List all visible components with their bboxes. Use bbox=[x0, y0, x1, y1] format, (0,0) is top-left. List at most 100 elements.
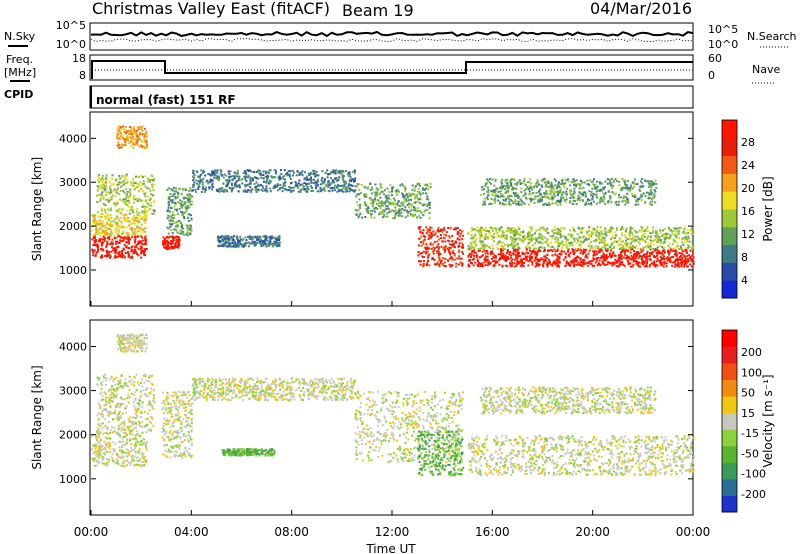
power-scatter-point bbox=[480, 262, 483, 265]
power-scatter-point bbox=[209, 186, 212, 189]
power-scatter-point bbox=[209, 179, 212, 182]
power-scatter-point bbox=[377, 188, 380, 191]
power-scatter-point bbox=[347, 174, 350, 177]
power-scatter-point bbox=[152, 189, 155, 192]
power-scatter-point bbox=[467, 263, 470, 266]
power-scatter-point bbox=[358, 214, 361, 217]
power-scatter-point bbox=[175, 238, 178, 241]
power-scatter-point bbox=[131, 138, 134, 141]
power-scatter-point bbox=[593, 239, 596, 242]
power-scatter-point bbox=[538, 233, 541, 236]
power-scatter-point bbox=[559, 233, 562, 236]
power-scatter-point bbox=[565, 252, 567, 255]
power-scatter-point bbox=[133, 248, 136, 251]
power-scatter-point bbox=[650, 235, 653, 238]
power-scatter-point bbox=[310, 181, 313, 184]
power-scatter-point bbox=[482, 243, 485, 246]
power-scatter-point bbox=[142, 125, 145, 128]
power-scatter-point bbox=[687, 258, 689, 261]
power-scatter-point bbox=[526, 255, 529, 258]
power-scatter-point bbox=[619, 237, 622, 240]
power-scatter-point bbox=[359, 192, 362, 195]
power-scatter-point bbox=[514, 258, 517, 261]
power-scatter-point bbox=[422, 241, 425, 244]
power-scatter-point bbox=[195, 179, 198, 182]
power-scatter-point bbox=[444, 265, 447, 268]
power-scatter-point bbox=[405, 197, 408, 200]
power-scatter-point bbox=[245, 242, 248, 244]
power-scatter-point bbox=[273, 240, 276, 243]
power-scatter-point bbox=[187, 232, 190, 235]
power-scatter-point bbox=[115, 215, 118, 218]
power-scatter-point bbox=[246, 191, 249, 193]
power-scatter-point bbox=[312, 189, 315, 192]
power-scatter-point bbox=[609, 253, 611, 256]
power-scatter-point bbox=[562, 244, 565, 247]
power-scatter-point bbox=[305, 188, 308, 191]
power-scatter-point bbox=[399, 184, 402, 187]
power-scatter-point bbox=[222, 176, 225, 179]
power-scatter-point bbox=[642, 261, 645, 264]
power-scatter-point bbox=[674, 265, 676, 268]
power-scatter-point bbox=[150, 204, 153, 207]
power-scatter-point bbox=[605, 255, 608, 258]
power-scatter-band bbox=[91, 234, 148, 259]
power-scatter-point bbox=[102, 238, 104, 241]
power-scatter-point bbox=[561, 242, 564, 245]
power-scatter-point bbox=[351, 184, 354, 187]
power-scatter-point bbox=[559, 186, 562, 189]
power-scatter-point bbox=[608, 246, 611, 248]
power-scatter-point bbox=[280, 169, 282, 172]
nave-tick-low: 0 bbox=[708, 69, 715, 82]
power-scatter-point bbox=[145, 199, 148, 202]
power-scatter-point bbox=[604, 202, 607, 205]
power-scatter-point bbox=[499, 190, 502, 193]
power-scatter-point bbox=[454, 246, 456, 249]
power-scatter-point bbox=[167, 187, 170, 190]
power-scatter-point bbox=[668, 234, 671, 236]
power-scatter-point bbox=[189, 198, 191, 200]
power-scatter-point bbox=[508, 253, 511, 256]
power-scatter-point bbox=[248, 170, 251, 173]
power-scatter-point bbox=[181, 213, 184, 216]
power-scatter-point bbox=[169, 199, 172, 202]
power-scatter-point bbox=[629, 262, 632, 265]
power-scatter-point bbox=[392, 197, 395, 200]
power-scatter-point bbox=[597, 251, 600, 254]
power-scatter-point bbox=[583, 250, 586, 252]
power-scatter-point bbox=[586, 232, 589, 235]
power-scatter-point bbox=[147, 195, 150, 198]
power-scatter-point bbox=[246, 184, 249, 187]
power-scatter-point bbox=[426, 185, 429, 188]
power-scatter-point bbox=[467, 231, 470, 234]
power-scatter-point bbox=[231, 242, 234, 245]
power-scatter-point bbox=[496, 246, 499, 249]
power-scatter-point bbox=[169, 235, 172, 238]
power-scatter-point bbox=[246, 235, 249, 238]
power-scatter-point bbox=[535, 254, 538, 257]
power-scatter-point bbox=[629, 265, 632, 268]
power-scatter-point bbox=[659, 259, 662, 262]
power-scatter-point bbox=[550, 185, 553, 188]
power-scatter-point bbox=[646, 252, 648, 255]
power-scatter-point bbox=[138, 135, 141, 138]
power-scatter-point bbox=[608, 178, 611, 181]
power-scatter-point bbox=[504, 199, 507, 202]
power-scatter-point bbox=[109, 182, 112, 185]
power-scatter-point bbox=[654, 237, 657, 240]
power-scatter-band bbox=[91, 213, 148, 237]
power-scatter-point bbox=[369, 183, 372, 185]
power-scatter-point bbox=[643, 253, 646, 256]
power-scatter-point bbox=[569, 264, 572, 267]
power-scatter-point bbox=[224, 242, 226, 245]
power-scatter-point bbox=[568, 201, 571, 204]
power-scatter-point bbox=[564, 264, 567, 267]
power-scatter-point bbox=[489, 182, 492, 185]
power-scatter-point bbox=[559, 243, 562, 245]
power-scatter-point bbox=[363, 185, 365, 188]
power-scatter-point bbox=[120, 220, 123, 223]
power-scatter-point bbox=[447, 259, 450, 262]
power-scatter-point bbox=[120, 233, 123, 235]
power-scatter-point bbox=[573, 190, 576, 193]
power-scatter-point bbox=[596, 230, 599, 233]
